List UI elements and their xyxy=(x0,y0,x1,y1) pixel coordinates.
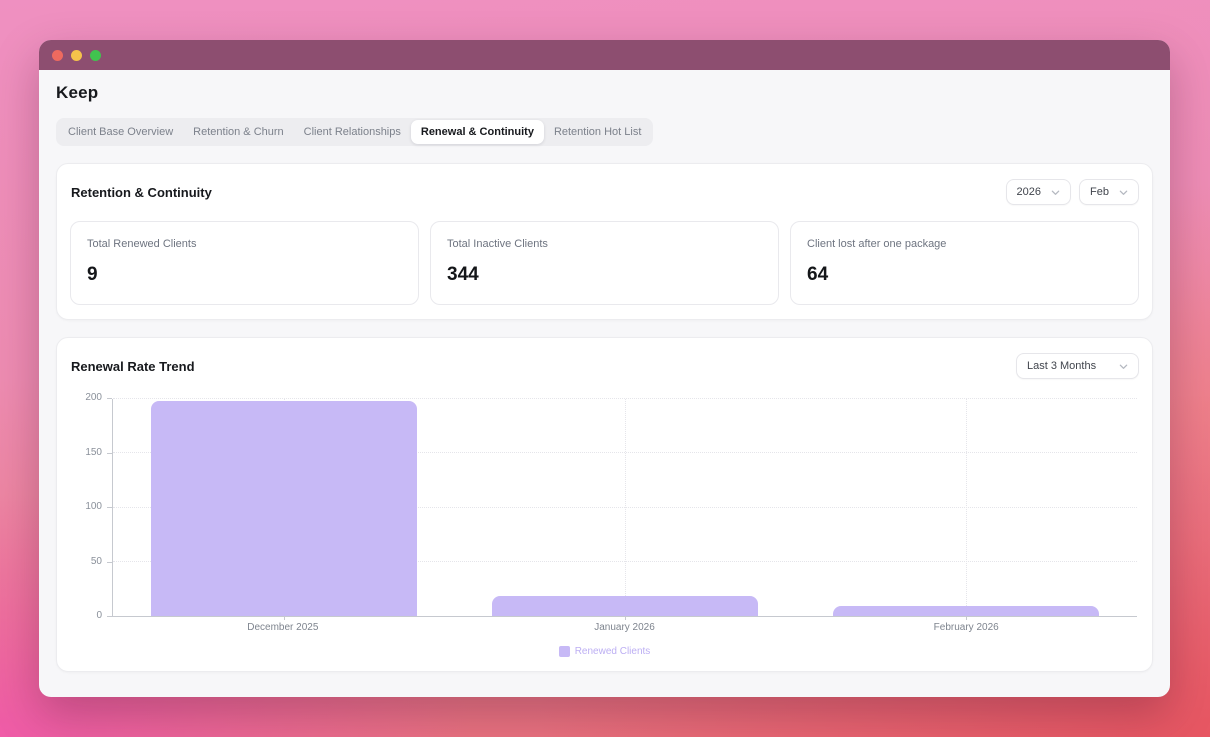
retention-panel-title: Retention & Continuity xyxy=(71,184,212,200)
tab-retention-hot-list[interactable]: Retention Hot List xyxy=(553,126,642,138)
month-select[interactable]: Feb xyxy=(1079,179,1139,205)
gridline xyxy=(625,399,626,616)
close-window-button[interactable] xyxy=(52,49,63,61)
y-tick-mark xyxy=(107,561,112,563)
y-tick-mark xyxy=(107,452,112,454)
stat-cards-row: Total Renewed Clients 9 Total Inactive C… xyxy=(70,221,1139,305)
gridline xyxy=(113,398,1137,399)
retention-continuity-panel: Retention & Continuity 2026 Feb Total Re… xyxy=(56,163,1153,320)
tab-bar: Client Base Overview Retention & Churn C… xyxy=(56,118,654,146)
tab-renewal-and-continuity[interactable]: Renewal & Continuity xyxy=(410,120,544,144)
y-tick-mark xyxy=(107,507,112,508)
trend-panel-controls: Last 3 Months xyxy=(1016,353,1139,379)
y-tick-label: 0 xyxy=(96,610,102,621)
y-tick-label: 100 xyxy=(85,501,102,512)
trend-panel-title: Renewal Rate Trend xyxy=(71,358,195,374)
stat-card-total-renewed-clients: Total Renewed Clients 9 xyxy=(70,221,419,305)
app-window: Keep Client Base Overview Retention & Ch… xyxy=(39,40,1170,697)
y-tick-mark xyxy=(107,398,112,399)
chevron-down-icon xyxy=(1051,190,1060,195)
chart-legend: Renewed Clients xyxy=(72,646,1137,657)
chevron-down-icon xyxy=(1119,190,1128,195)
chart-x-axis: December 2025 January 2026 February 2026 xyxy=(72,622,1137,633)
stat-label: Total Renewed Clients xyxy=(87,238,197,250)
stat-card-total-inactive-clients: Total Inactive Clients 344 xyxy=(430,221,779,305)
retention-panel-controls: 2026 Feb xyxy=(1005,179,1139,205)
stat-value: 9 xyxy=(87,264,98,285)
bar-february-2026 xyxy=(833,606,1100,616)
chart-plot xyxy=(112,398,1137,620)
x-tick-mark xyxy=(966,616,968,620)
bar-december-2025 xyxy=(150,401,417,616)
legend-swatch xyxy=(558,646,570,657)
legend-label: Renewed Clients xyxy=(574,646,651,657)
gridline xyxy=(966,399,968,616)
renewal-rate-chart: 0 50 100 150 200 December 2025 January 2026 Fe… xyxy=(70,393,1139,657)
x-tick-mark xyxy=(283,616,285,620)
stat-label: Total Inactive Clients xyxy=(447,238,548,250)
page-content: Keep Client Base Overview Retention & Ch… xyxy=(39,70,1170,672)
y-tick-mark xyxy=(107,616,112,617)
x-tick-mark xyxy=(625,616,626,620)
year-select[interactable]: 2026 xyxy=(1005,179,1072,205)
x-tick-label: February 2026 xyxy=(933,622,999,633)
range-select[interactable]: Last 3 Months xyxy=(1016,353,1139,379)
tab-retention-and-churn[interactable]: Retention & Churn xyxy=(193,126,284,138)
retention-panel-header: Retention & Continuity 2026 Feb xyxy=(70,179,1139,205)
stat-label: Client lost after one package xyxy=(807,238,947,250)
y-tick-label: 150 xyxy=(85,446,102,458)
range-select-value: Last 3 Months xyxy=(1027,360,1097,372)
tab-client-base-overview[interactable]: Client Base Overview xyxy=(68,126,174,138)
x-tick-label: December 2025 xyxy=(247,622,319,633)
x-tick-label: January 2026 xyxy=(594,622,655,633)
chevron-down-icon xyxy=(1119,364,1128,369)
stat-card-client-lost-after-one-package: Client lost after one package 64 xyxy=(790,221,1139,305)
renewal-rate-trend-panel: Renewal Rate Trend Last 3 Months 0 50 100 1… xyxy=(56,337,1153,672)
bar-january-2026 xyxy=(491,596,759,616)
month-select-value: Feb xyxy=(1090,186,1109,198)
y-tick-label: 50 xyxy=(90,555,102,567)
page-title: Keep xyxy=(56,83,99,102)
minimize-window-button[interactable] xyxy=(71,49,82,61)
window-titlebar xyxy=(39,40,1170,70)
stat-value: 344 xyxy=(447,264,479,285)
x-axis-spacer xyxy=(72,622,112,633)
trend-panel-header: Renewal Rate Trend Last 3 Months xyxy=(70,353,1139,379)
stat-value: 64 xyxy=(807,264,829,285)
chart-grid: 0 50 100 150 200 xyxy=(72,393,1137,621)
year-select-value: 2026 xyxy=(1016,186,1042,198)
chart-y-axis: 0 50 100 150 200 xyxy=(72,393,112,621)
zoom-window-button[interactable] xyxy=(90,49,101,61)
tab-client-relationships[interactable]: Client Relationships xyxy=(303,126,401,138)
y-tick-label: 200 xyxy=(85,392,102,403)
chart-x-labels: December 2025 January 2026 February 2026 xyxy=(112,622,1137,633)
